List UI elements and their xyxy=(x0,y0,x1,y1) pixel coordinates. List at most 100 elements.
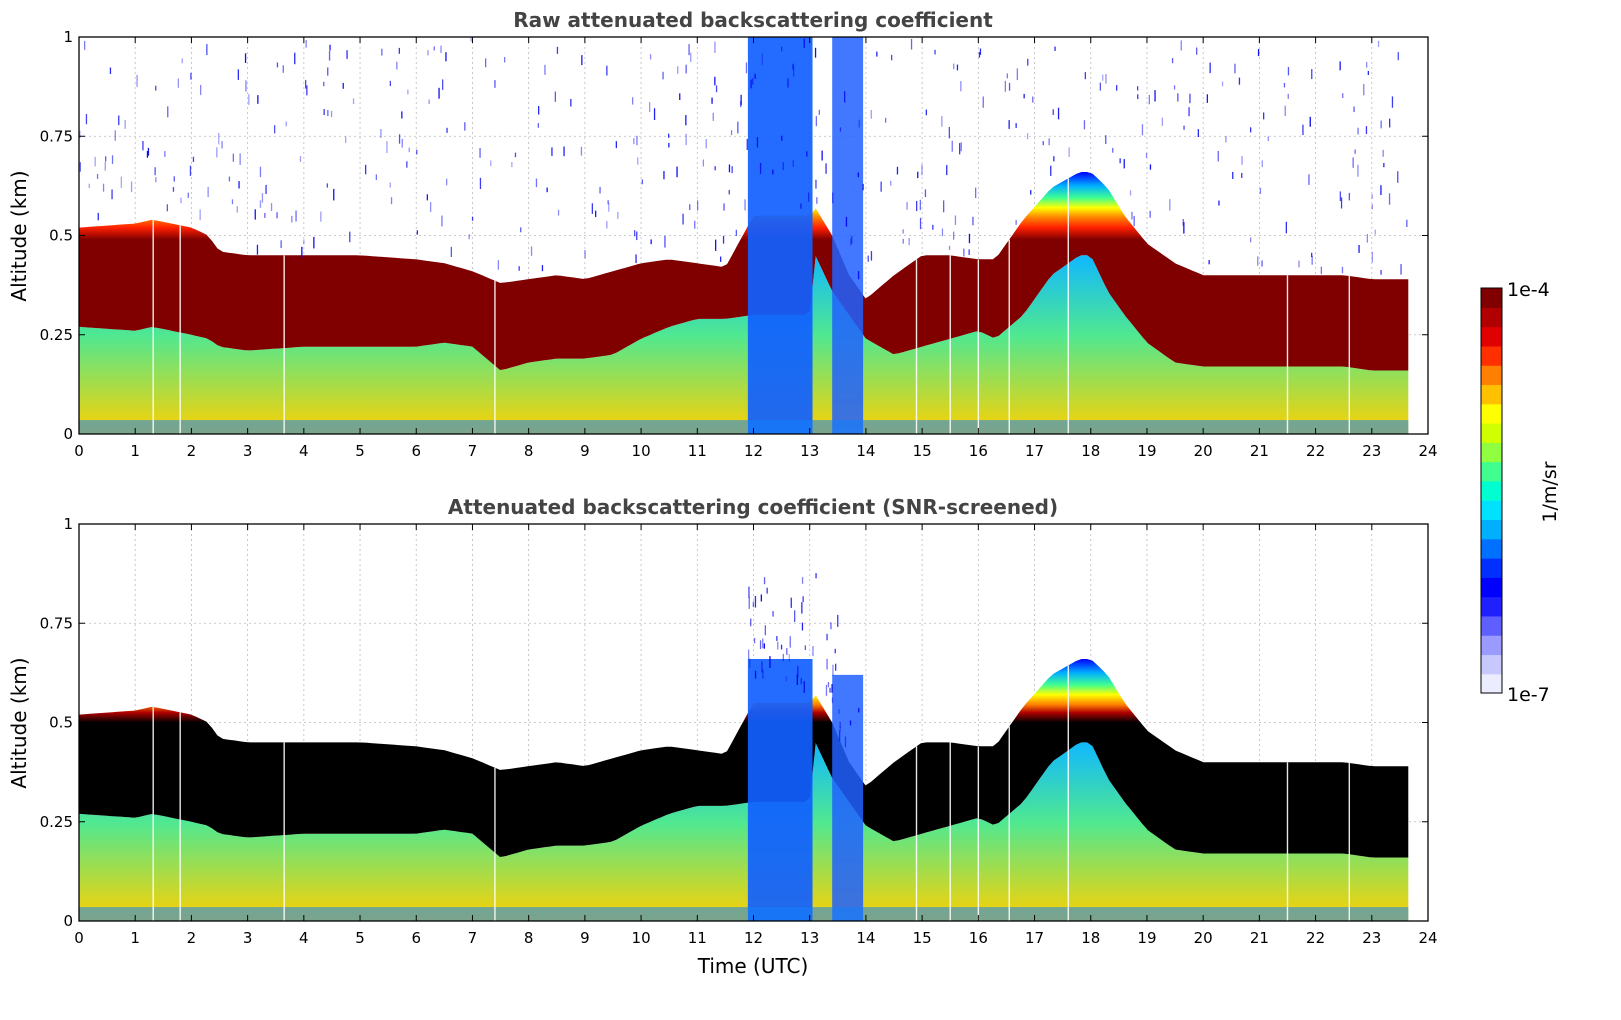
noise-speckle xyxy=(199,209,201,221)
noise-speckle xyxy=(1353,106,1355,113)
noise-speckle xyxy=(607,200,609,205)
noise-speckle xyxy=(1371,251,1373,263)
noise-speckle xyxy=(668,133,670,138)
noise-speckle xyxy=(796,674,798,685)
noise-speckle xyxy=(88,183,90,188)
noise-speckle xyxy=(1232,171,1234,179)
noise-speckle xyxy=(1354,149,1356,154)
x-tick-label: 11 xyxy=(688,929,707,947)
noise-speckle xyxy=(676,166,678,178)
noise-speckle xyxy=(606,65,608,76)
x-tick-label: 7 xyxy=(468,442,478,460)
noise-speckle xyxy=(826,633,828,641)
colorbar-step xyxy=(1481,365,1502,386)
noise-speckle xyxy=(563,146,565,157)
colorbar-step xyxy=(1481,442,1502,463)
noise-speckle xyxy=(570,99,572,107)
noise-speckle xyxy=(218,132,220,145)
noise-speckle xyxy=(180,197,182,204)
noise-speckle xyxy=(801,622,804,631)
noise-speckle xyxy=(1023,93,1025,99)
noise-speckle xyxy=(305,79,307,89)
noise-speckle xyxy=(664,235,666,248)
noise-speckle xyxy=(433,46,435,51)
noise-speckle xyxy=(238,181,240,189)
noise-speckle xyxy=(793,65,795,77)
noise-speckle xyxy=(1027,58,1029,66)
noise-speckle xyxy=(1189,93,1191,104)
noise-speckle xyxy=(982,96,984,108)
noise-speckle xyxy=(1008,82,1011,91)
near-ground-strip xyxy=(79,907,1409,921)
noise-speckle xyxy=(1141,124,1144,136)
x-tick-label: 15 xyxy=(913,929,932,947)
x-tick-label: 10 xyxy=(632,929,651,947)
noise-speckle xyxy=(1357,164,1359,177)
noise-speckle xyxy=(1145,153,1148,158)
noise-speckle xyxy=(154,167,156,176)
noise-speckle xyxy=(470,37,472,42)
noise-speckle xyxy=(1129,190,1132,196)
noise-speckle xyxy=(580,146,583,156)
colorbar-step xyxy=(1481,596,1502,617)
noise-speckle xyxy=(1099,82,1101,91)
noise-speckle xyxy=(782,653,784,662)
y-tick-label: 0 xyxy=(63,425,73,443)
noise-speckle xyxy=(959,143,961,155)
noise-speckle xyxy=(120,176,122,188)
noise-speckle xyxy=(1400,264,1402,275)
noise-speckle xyxy=(946,165,948,176)
x-tick-label: 13 xyxy=(800,442,819,460)
noise-speckle xyxy=(426,194,428,201)
noise-speckle xyxy=(1183,222,1185,234)
noise-speckle xyxy=(1137,94,1139,100)
noise-speckle xyxy=(599,186,601,194)
noise-speckle xyxy=(1397,52,1399,61)
noise-speckle xyxy=(276,212,278,219)
noise-speckle xyxy=(1016,68,1018,81)
noise-speckle xyxy=(349,231,351,243)
noise-speckle xyxy=(1341,266,1344,274)
noise-speckle xyxy=(831,684,833,693)
noise-speckle xyxy=(1208,260,1210,265)
noise-speckle xyxy=(641,179,643,185)
noise-speckle xyxy=(1054,46,1056,51)
noise-speckle xyxy=(896,166,899,175)
noise-speckle xyxy=(689,204,691,210)
y-tick-label: 0.75 xyxy=(40,127,73,145)
noise-speckle xyxy=(1285,221,1287,234)
y-axis-label: Altitude (km) xyxy=(7,170,31,301)
noise-speckle xyxy=(330,110,333,117)
noise-speckle xyxy=(963,248,965,257)
noise-speckle xyxy=(329,44,331,51)
x-tick-label: 5 xyxy=(355,929,365,947)
noise-speckle xyxy=(857,172,859,178)
noise-speckle xyxy=(342,82,344,89)
noise-speckle xyxy=(844,91,846,103)
noise-speckle xyxy=(221,141,223,149)
noise-speckle xyxy=(1161,117,1163,126)
noise-speckle xyxy=(1015,123,1017,128)
noise-speckle xyxy=(1311,252,1313,257)
y-axis: 0 0.25 0.5 0.75 1 xyxy=(40,28,1428,443)
x-tick-label: 21 xyxy=(1250,929,1269,947)
noise-speckle xyxy=(786,648,788,655)
noise-speckle xyxy=(406,161,408,168)
noise-speckle xyxy=(728,189,730,195)
noise-speckle xyxy=(595,210,597,218)
noise-speckle xyxy=(401,139,403,148)
noise-speckle xyxy=(685,115,687,126)
noise-speckle xyxy=(1116,85,1118,91)
plot-area xyxy=(79,524,1428,921)
noise-speckle xyxy=(1342,93,1344,98)
noise-speckle xyxy=(327,110,329,116)
noise-speckle xyxy=(232,153,234,162)
colorbar-step xyxy=(1481,538,1502,559)
x-tick-label: 5 xyxy=(355,442,365,460)
noise-speckle xyxy=(518,266,520,271)
noise-speckle xyxy=(1084,72,1086,80)
noise-speckle xyxy=(763,577,766,585)
noise-speckle xyxy=(228,176,231,182)
noise-speckle xyxy=(1238,77,1241,85)
noise-speckle xyxy=(761,661,763,673)
